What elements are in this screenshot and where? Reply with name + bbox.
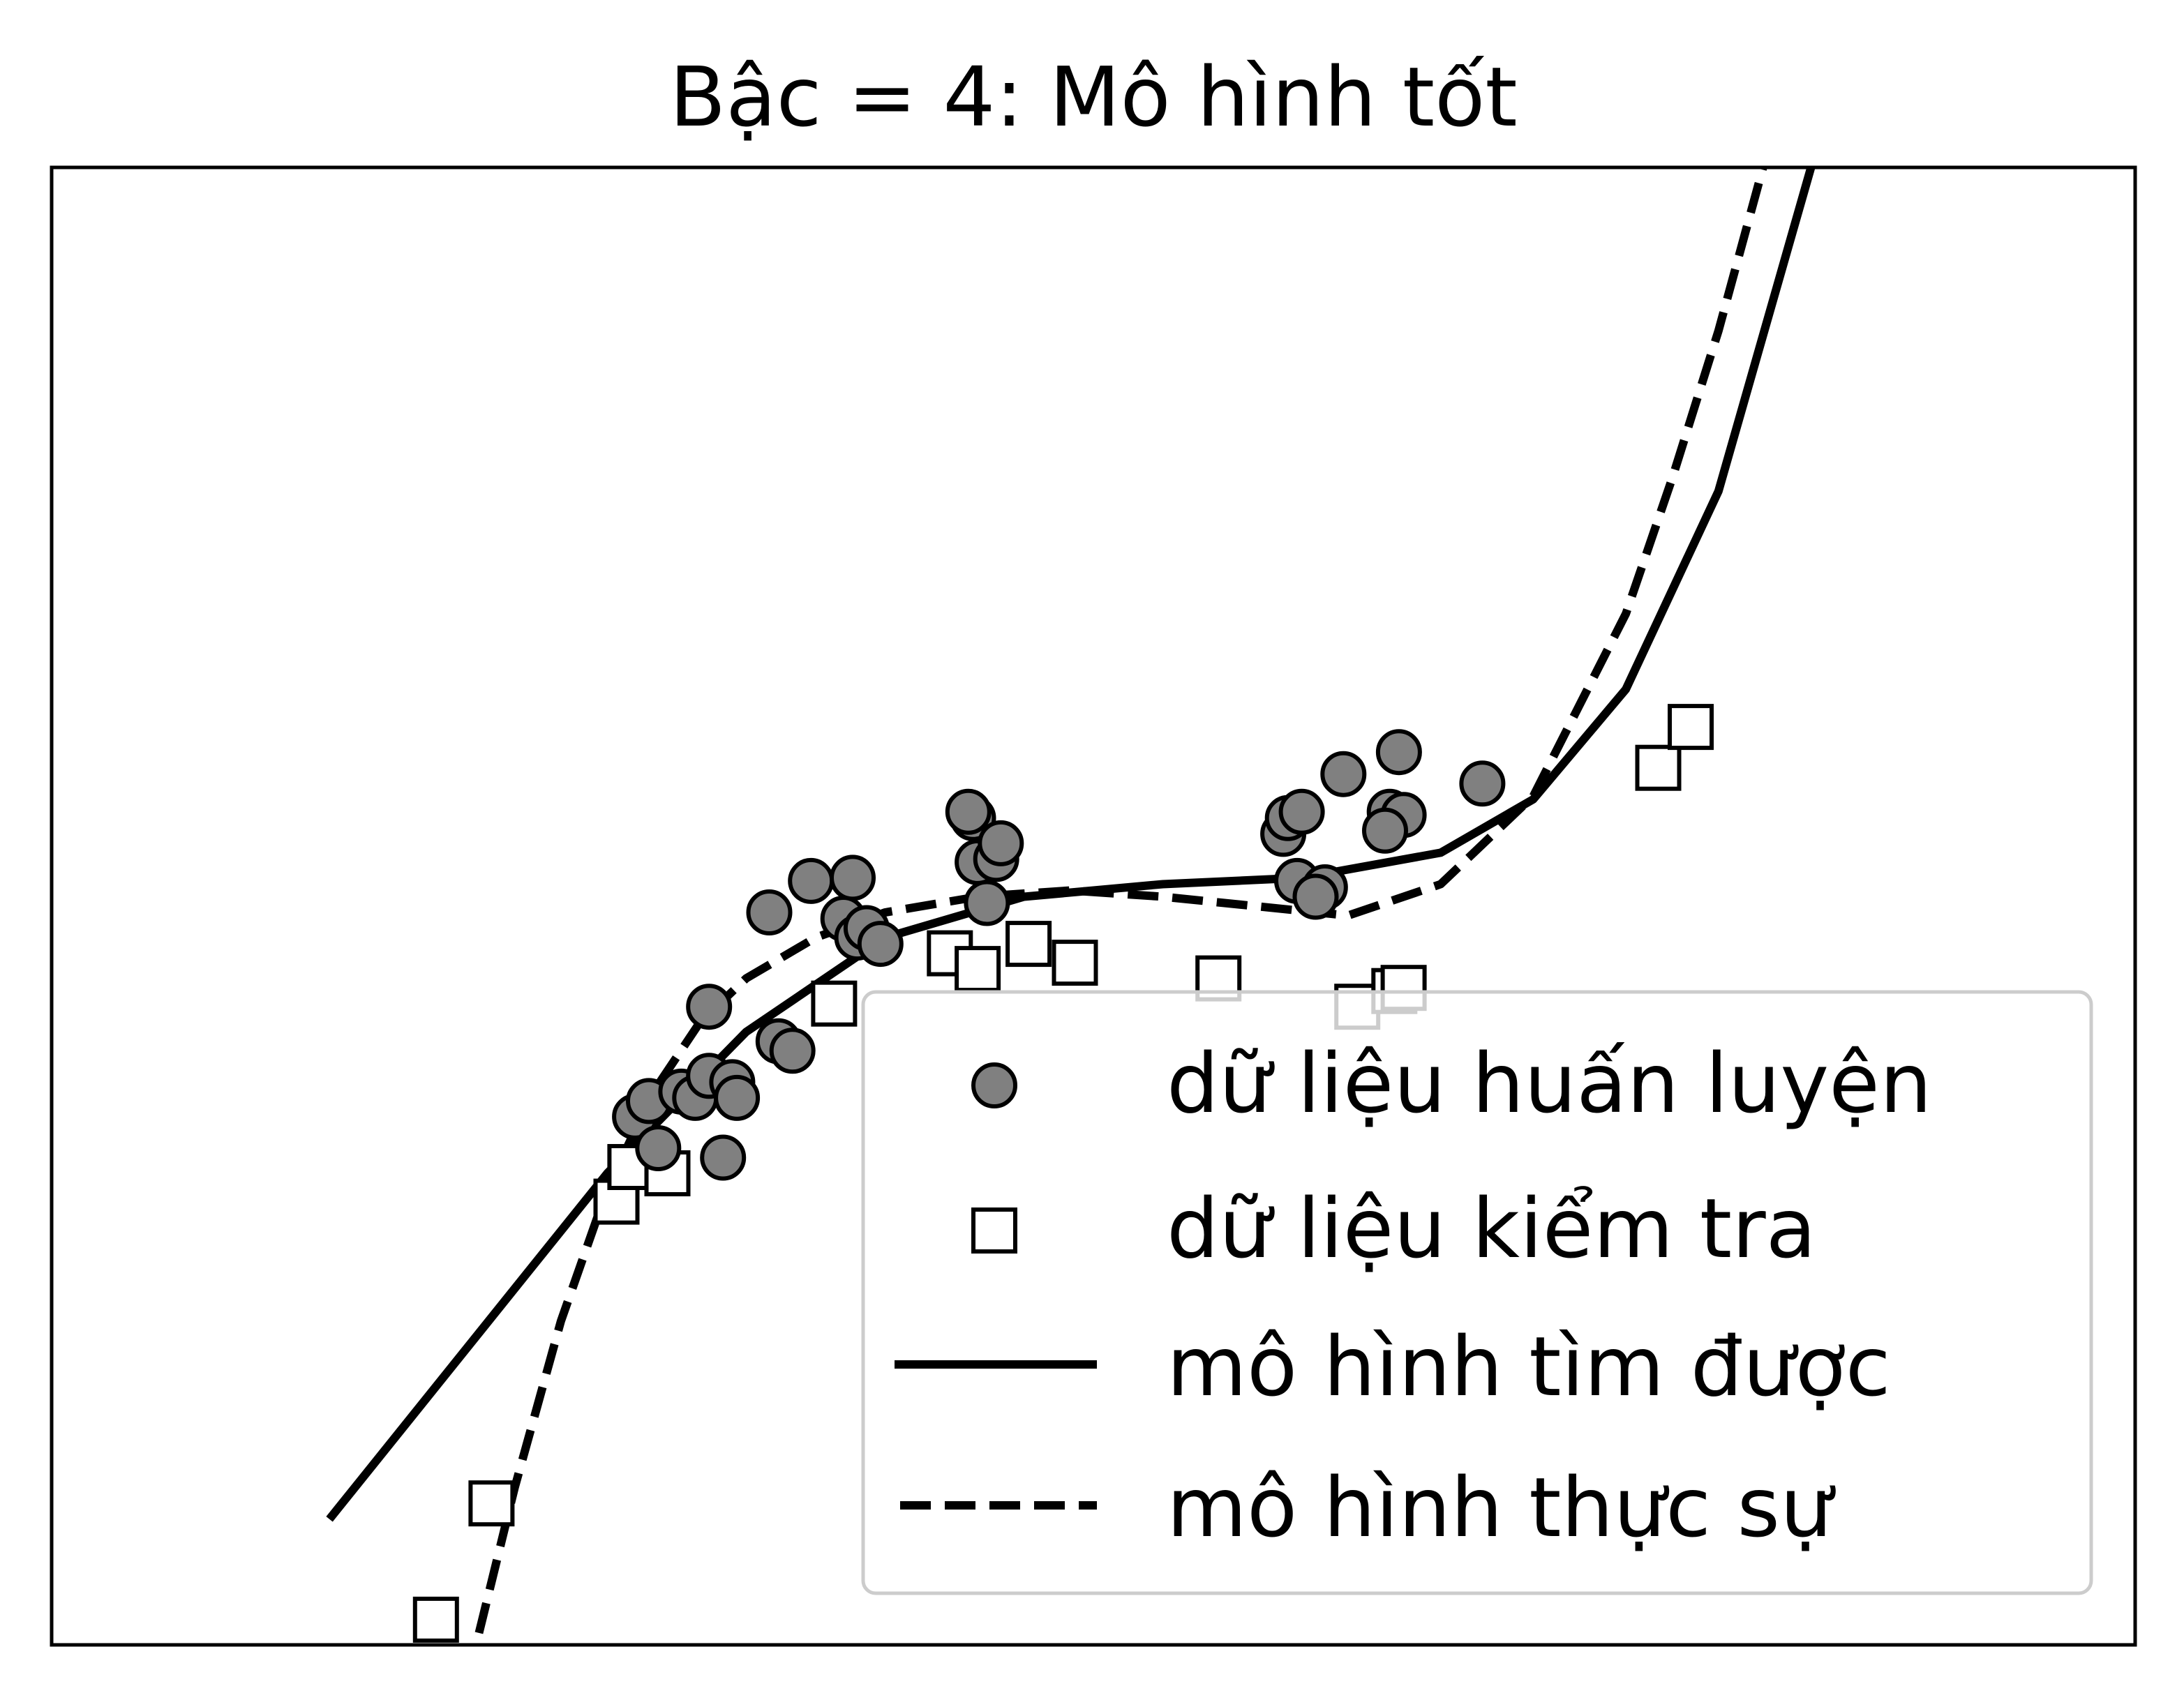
legend-box bbox=[861, 990, 2093, 1595]
train-point bbox=[686, 984, 733, 1030]
legend-label-train: dữ liệu huấn luyện bbox=[1167, 1035, 1932, 1131]
legend-item-test: dữ liệu kiểm tra bbox=[971, 1180, 1816, 1277]
train-point bbox=[769, 1028, 816, 1074]
legend-item-true: mô hình thực sự bbox=[900, 1459, 1836, 1556]
train-point bbox=[978, 820, 1024, 866]
model-lines bbox=[326, 167, 1816, 1645]
train-point bbox=[964, 880, 1010, 926]
plot-area bbox=[326, 167, 1816, 1645]
legend-item-fitted: mô hình tìm được bbox=[895, 1318, 1891, 1415]
test-point bbox=[811, 980, 858, 1027]
legend-marker-square bbox=[971, 1207, 1017, 1254]
legend-label-fitted: mô hình tìm được bbox=[1167, 1318, 1891, 1415]
test-point bbox=[1005, 921, 1052, 968]
train-point bbox=[1362, 807, 1408, 854]
train-point bbox=[714, 1074, 761, 1121]
plot-frame bbox=[50, 165, 2137, 1647]
fitted-model-line bbox=[326, 167, 1816, 1522]
legend-label-test: dữ liệu kiểm tra bbox=[1167, 1180, 1816, 1277]
test-point bbox=[955, 946, 1001, 993]
chart-title: Bậc = 4: Mô hình tốt bbox=[669, 49, 1517, 145]
test-point bbox=[412, 1596, 459, 1643]
true-model-line bbox=[472, 167, 1767, 1645]
train-point bbox=[635, 1125, 682, 1171]
legend-label-true: mô hình thực sự bbox=[1167, 1459, 1836, 1556]
train-point bbox=[945, 788, 992, 835]
train-point bbox=[1292, 873, 1339, 920]
legend-marker-circle bbox=[971, 1062, 1017, 1108]
train-point bbox=[857, 921, 904, 968]
train-point bbox=[1320, 751, 1367, 797]
train-point bbox=[788, 857, 835, 904]
test-point bbox=[468, 1480, 515, 1527]
legend: dữ liệu huấn luyện dữ liệu kiểm tra mô h… bbox=[861, 990, 2093, 1595]
train-markers bbox=[612, 729, 1506, 1181]
test-point bbox=[1668, 704, 1714, 751]
test-point bbox=[1635, 744, 1682, 791]
train-point bbox=[1459, 760, 1506, 807]
legend-item-train: dữ liệu huấn luyện bbox=[971, 1035, 1932, 1131]
train-point bbox=[700, 1134, 747, 1181]
train-point bbox=[830, 855, 876, 901]
train-point bbox=[1375, 729, 1422, 776]
train-point bbox=[1278, 788, 1325, 835]
train-point bbox=[746, 889, 793, 935]
test-point bbox=[1052, 940, 1098, 986]
